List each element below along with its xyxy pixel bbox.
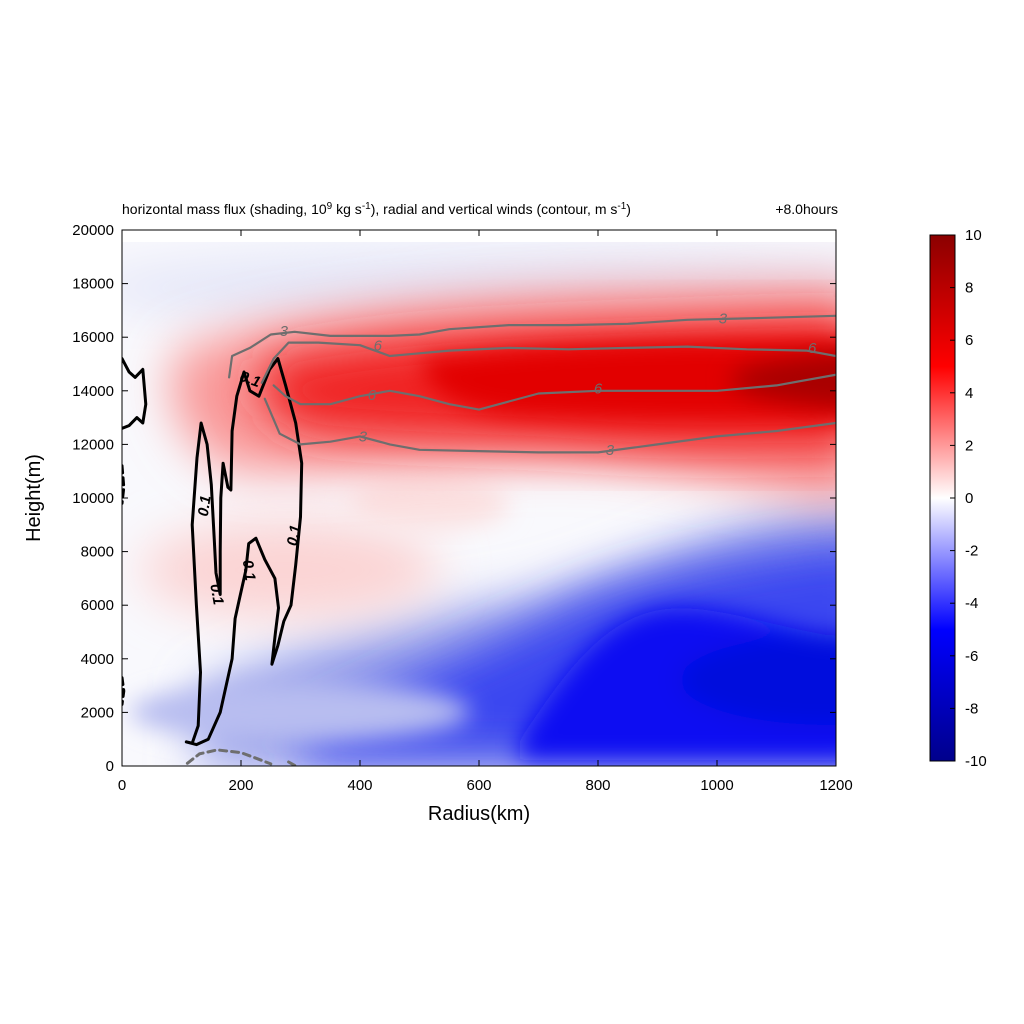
x-tick-label: 0	[118, 777, 126, 794]
colorbar-tick-label: 10	[965, 227, 982, 244]
vertical-wind-contour	[122, 676, 126, 706]
vertical-wind-contour	[185, 748, 273, 766]
x-tick-label: 400	[347, 777, 372, 794]
colorbar-tick-label: 6	[965, 332, 973, 349]
contour-label: 6	[374, 338, 383, 355]
y-tick-label: 20000	[72, 222, 114, 239]
x-tick-label: 800	[585, 777, 610, 794]
vertical-wind-contour	[287, 760, 298, 766]
contour-label: 0.1	[284, 524, 304, 547]
radial-wind-contour	[260, 341, 836, 384]
colorbar-tick-label: 0	[965, 490, 973, 507]
x-axis-title: Radius(km)	[428, 803, 530, 825]
colorbar-tick-label: -2	[965, 543, 978, 560]
y-tick-label: 16000	[72, 329, 114, 346]
chart-title: horizontal mass flux (shading, 109 kg s-…	[122, 201, 631, 218]
y-tick-label: 4000	[81, 651, 114, 668]
radial-wind-contour	[272, 373, 836, 411]
colorbar-tick-label: 8	[965, 280, 973, 297]
contour-label: 3	[719, 311, 728, 328]
contour-label: 6	[808, 340, 817, 357]
colorbar-tick-label: -4	[965, 595, 978, 612]
radial-wind-contour	[263, 397, 836, 454]
time-label: +8.0hours	[775, 201, 838, 217]
contour-label: 0.1	[206, 583, 226, 606]
vertical-wind-contour	[184, 357, 304, 747]
contour-label: 0.1	[237, 368, 262, 391]
contour-label: 3	[606, 442, 615, 459]
y-tick-label: 10000	[72, 490, 114, 507]
x-tick-label: 200	[228, 777, 253, 794]
y-tick-label: 6000	[81, 597, 114, 614]
y-tick-label: 18000	[72, 276, 114, 293]
vertical-wind-contour	[122, 357, 148, 430]
contour-label: 6	[368, 387, 377, 404]
colorbar-tick-label: 2	[965, 437, 973, 454]
y-axis-title: Height(m)	[23, 454, 45, 542]
y-tick-label: 2000	[81, 704, 114, 721]
colorbar-tick-label: 4	[965, 385, 973, 402]
contour-label: 0.1	[239, 559, 259, 582]
x-tick-label: 1000	[700, 777, 733, 794]
colorbar-tick-label: -10	[965, 753, 987, 770]
x-tick-label: 600	[466, 777, 491, 794]
mass-flux-shading	[122, 242, 836, 766]
y-tick-label: 8000	[81, 544, 114, 561]
contour-label: 3	[359, 429, 368, 446]
contour-label: 3	[280, 323, 289, 340]
y-tick-label: 0	[106, 758, 114, 775]
y-tick-label: 12000	[72, 436, 114, 453]
radial-wind-contour	[228, 314, 836, 379]
y-tick-label: 14000	[72, 383, 114, 400]
contour-label: 6	[594, 380, 603, 397]
colorbar-tick-label: -8	[965, 700, 978, 717]
colorbar-tick-label: -6	[965, 648, 978, 665]
contour-label: 0.1	[195, 494, 215, 517]
x-tick-label: 1200	[819, 777, 852, 794]
